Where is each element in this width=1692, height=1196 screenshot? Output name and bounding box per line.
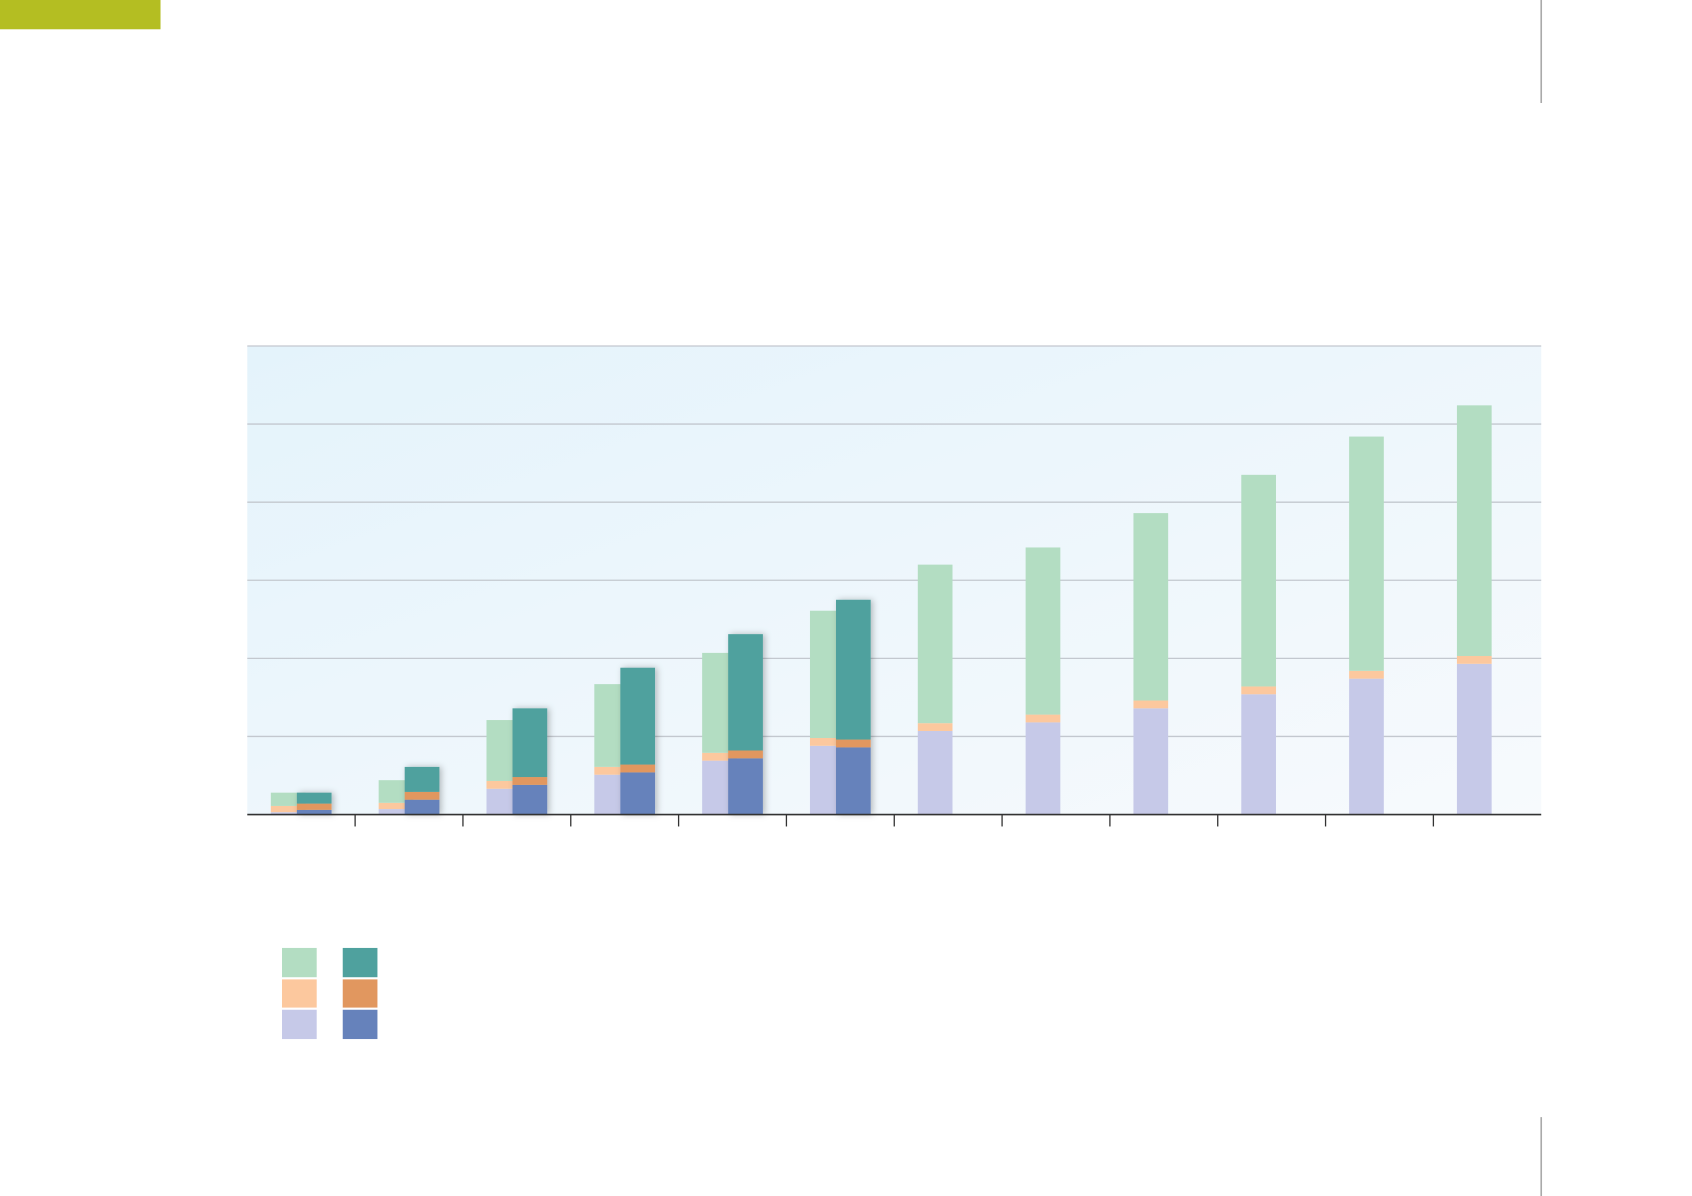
legend-swatch [342, 947, 378, 978]
back-bars [270, 405, 1492, 815]
legend-swatch [342, 1009, 378, 1040]
bar-segment [296, 792, 332, 804]
bar-segment [702, 752, 737, 761]
legend-swatch [342, 979, 378, 1008]
bar-segment [1241, 694, 1276, 815]
header-tab [0, 0, 161, 30]
bar-segment [1456, 656, 1492, 664]
grid [247, 345, 1542, 738]
bar-segment [1349, 678, 1384, 815]
bar-segment [378, 802, 414, 810]
legend-swatch [281, 947, 317, 978]
bar-segment [1133, 708, 1169, 815]
bar-segment [728, 750, 763, 759]
bar-segment [404, 766, 440, 792]
bar-segment [296, 809, 332, 815]
bar-segment [270, 792, 306, 806]
bar-segment [1133, 700, 1169, 709]
legend-swatch [281, 979, 317, 1008]
bar-segment [1349, 436, 1384, 671]
bar-segment [1025, 547, 1061, 715]
bar-segment [512, 784, 548, 815]
bar-segment [1241, 686, 1276, 695]
bar-segment [836, 599, 871, 740]
bar-segment [620, 772, 656, 815]
bar-segment [512, 777, 548, 785]
bar-segment [836, 739, 871, 748]
bar-segment [1025, 714, 1061, 723]
bar-segment [1349, 670, 1384, 679]
bar-segment [1241, 474, 1276, 687]
legend [281, 947, 378, 1040]
bar-segment [1133, 513, 1169, 701]
front-bars [296, 599, 871, 815]
bar-segment [270, 805, 306, 813]
bar-segment [728, 758, 763, 815]
bar-segment [728, 634, 763, 751]
bar-segment [512, 708, 548, 778]
legend-swatch [281, 1009, 317, 1040]
bar-segment [594, 766, 630, 775]
bar-segment [378, 809, 414, 815]
bar-segment [917, 723, 953, 731]
bars [270, 405, 1492, 815]
bar-segment [486, 780, 522, 789]
bar-segment [809, 738, 845, 746]
bar-segment [296, 803, 332, 810]
bar-segment [917, 564, 953, 724]
bar-segment [917, 730, 953, 815]
x-axis [247, 813, 1542, 827]
bar-segment [404, 791, 440, 800]
bar-segment [270, 812, 306, 815]
bar-segment [1456, 663, 1492, 815]
bar-segment [620, 667, 656, 765]
bar-segment [1456, 405, 1492, 657]
bar-segment [1025, 722, 1061, 815]
bar-segment [404, 799, 440, 815]
canvas [0, 0, 1543, 1196]
bar-segment [836, 747, 871, 815]
bar-segment [620, 764, 656, 773]
